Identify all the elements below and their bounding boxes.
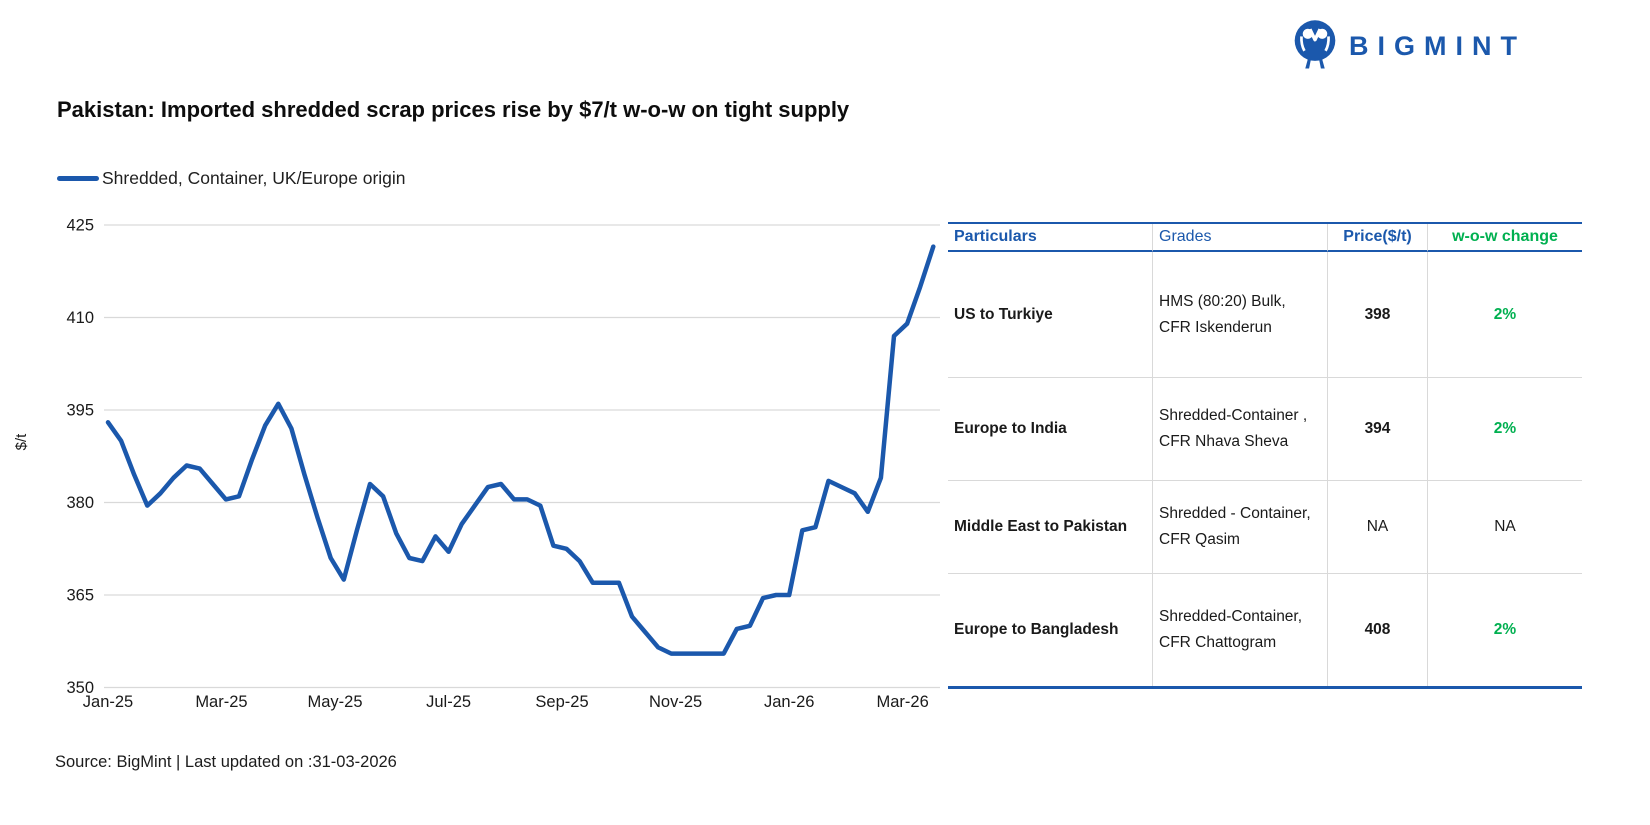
svg-text:May-25: May-25 — [308, 693, 363, 711]
bigmint-logo: BIGMINT — [1293, 18, 1526, 75]
grade-line-2: CFR Nhava Sheva — [1159, 433, 1289, 450]
chart-title: Pakistan: Imported shredded scrap prices… — [57, 97, 850, 122]
chart-legend: Shredded, Container, UK/Europe origin — [57, 168, 406, 189]
table-cell-particulars: US to Turkiye — [948, 252, 1153, 378]
svg-text:Jan-26: Jan-26 — [764, 693, 814, 711]
table-cell-grade: Shredded-Container, CFR Chattogram — [1153, 574, 1328, 686]
source-note: Source: BigMint | Last updated on :31-03… — [55, 753, 397, 771]
svg-text:380: 380 — [66, 494, 94, 512]
svg-text:Mar-25: Mar-25 — [195, 693, 247, 711]
table-header-grades: Grades — [1153, 224, 1328, 252]
grade-line-2: CFR Iskenderun — [1159, 318, 1272, 336]
svg-text:Jul-25: Jul-25 — [426, 693, 471, 711]
table-cell-wow-change: NA — [1428, 481, 1582, 574]
grade-line-2: CFR Qasim — [1159, 531, 1240, 548]
legend-label: Shredded, Container, UK/Europe origin — [102, 168, 406, 188]
svg-text:425: 425 — [66, 217, 94, 235]
table-cell-particulars: Middle East to Pakistan — [948, 481, 1153, 574]
table-header-wow-change: w-o-w change — [1428, 224, 1582, 252]
table-cell-grade: Shredded-Container , CFR Nhava Sheva — [1153, 378, 1328, 481]
price-line-chart: 425 410 395 380 365 350 Jan-25 Mar-25 May-25 Jul-… — [0, 190, 950, 720]
table-cell-wow-change: 2% — [1428, 252, 1582, 378]
svg-text:Mar-26: Mar-26 — [877, 693, 929, 711]
table-cell-price: 408 — [1328, 574, 1428, 686]
svg-text:$/t: $/t — [13, 433, 30, 451]
table-cell-price: NA — [1328, 481, 1428, 574]
svg-text:Jan-25: Jan-25 — [83, 693, 133, 711]
table-cell-price: 398 — [1328, 252, 1428, 378]
table-cell-grade: Shredded - Container, CFR Qasim — [1153, 481, 1328, 574]
table-cell-grade: HMS (80:20) Bulk, CFR Iskenderun — [1153, 252, 1328, 378]
bigmint-logo-text: BIGMINT — [1349, 31, 1526, 61]
table-cell-price: 394 — [1328, 378, 1428, 481]
legend-line-swatch — [57, 176, 99, 181]
table-header-price: Price($/t) — [1328, 224, 1428, 252]
svg-text:350: 350 — [66, 679, 94, 697]
svg-text:395: 395 — [66, 402, 94, 420]
table-cell-wow-change: 2% — [1428, 574, 1582, 686]
svg-text:410: 410 — [66, 309, 94, 327]
svg-text:365: 365 — [66, 587, 94, 605]
table-cell-particulars: Europe to India — [948, 378, 1153, 481]
bigmint-logo-icon — [1293, 18, 1337, 75]
grade-line-2: CFR Chattogram — [1159, 634, 1277, 651]
table-cell-wow-change: 2% — [1428, 378, 1582, 481]
grade-line-1: Shredded-Container , — [1159, 407, 1308, 424]
grade-line-1: HMS (80:20) Bulk, — [1159, 292, 1286, 310]
table-cell-particulars: Europe to Bangladesh — [948, 574, 1153, 686]
svg-text:Sep-25: Sep-25 — [535, 693, 588, 711]
table-header-particulars: Particulars — [948, 224, 1153, 252]
grade-line-1: Shredded-Container, — [1159, 608, 1303, 625]
svg-text:Nov-25: Nov-25 — [649, 693, 702, 711]
prices-table: Particulars Grades Price($/t) w-o-w chan… — [948, 222, 1582, 689]
grade-line-1: Shredded - Container, — [1159, 505, 1311, 522]
